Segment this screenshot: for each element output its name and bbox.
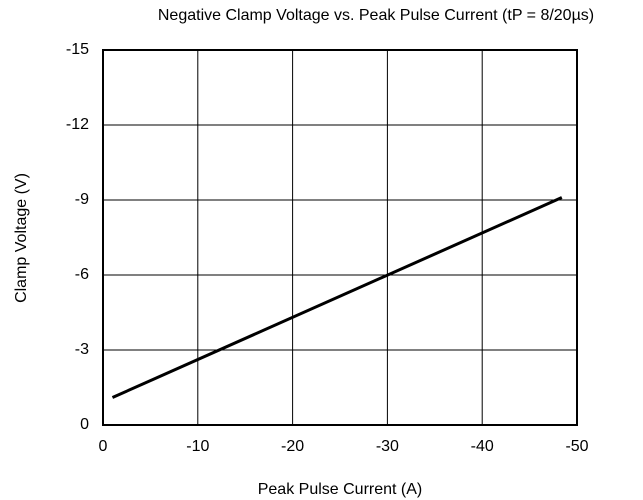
y-tick-label: -3 <box>75 341 89 358</box>
y-tick-label: -6 <box>75 266 89 283</box>
x-tick-label: -40 <box>471 438 494 455</box>
x-tick-label: -20 <box>281 438 304 455</box>
x-tick-label: 0 <box>99 438 108 455</box>
plot-frame <box>102 49 578 426</box>
x-tick-label: -10 <box>186 438 209 455</box>
y-tick-label: -12 <box>66 116 89 133</box>
x-tick-label: -30 <box>376 438 399 455</box>
y-tick-label: -9 <box>75 191 89 208</box>
x-tick-label: -50 <box>565 438 588 455</box>
y-tick-label: 0 <box>80 416 89 433</box>
chart-title: Negative Clamp Voltage vs. Peak Pulse Cu… <box>158 7 594 24</box>
y-tick-label: -15 <box>66 41 89 58</box>
y-axis-label: Clamp Voltage (V) <box>13 173 30 303</box>
x-axis-label: Peak Pulse Current (A) <box>258 481 423 498</box>
data-line <box>111 196 563 399</box>
